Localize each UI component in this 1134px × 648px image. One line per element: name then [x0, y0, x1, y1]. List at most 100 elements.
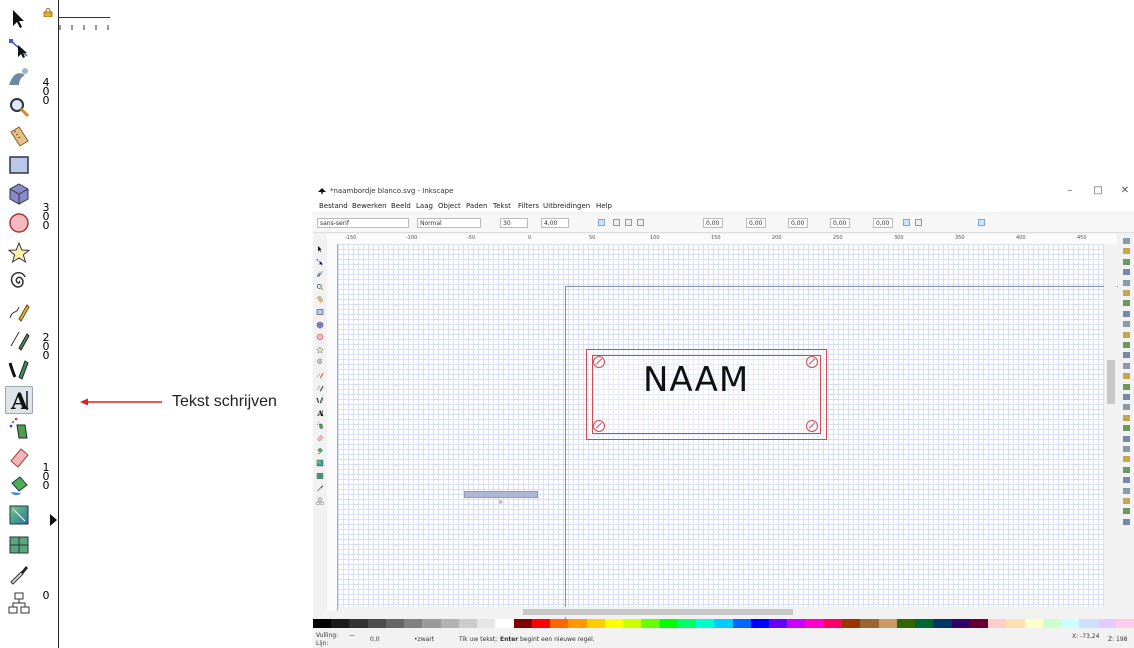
palette-swatch[interactable]	[404, 619, 423, 628]
menu-bestand[interactable]: Bestand	[319, 202, 348, 210]
small-eraser-tool-icon[interactable]	[316, 427, 324, 442]
palette-swatch[interactable]	[750, 619, 770, 628]
command-icon[interactable]	[1123, 300, 1130, 307]
toolbar-overflow-arrow-icon[interactable]	[50, 514, 57, 526]
rectangle-tool-icon[interactable]	[6, 152, 32, 178]
command-icon[interactable]	[1123, 477, 1130, 484]
horizontal-scrollbar-thumb[interactable]	[523, 609, 793, 615]
palette-swatch[interactable]	[458, 619, 478, 628]
pencil-tool-icon[interactable]	[6, 298, 32, 324]
small-pen-tool-icon[interactable]	[316, 377, 324, 392]
palette-swatch[interactable]	[641, 619, 661, 628]
palette-swatch[interactable]	[477, 619, 496, 628]
rotation-field[interactable]: 0,00	[873, 218, 893, 228]
command-icon[interactable]	[1123, 456, 1130, 463]
small-paint-bucket-tool-icon[interactable]	[316, 440, 324, 454]
small-spray-tool-icon[interactable]	[316, 414, 324, 429]
palette-swatch[interactable]	[933, 619, 953, 628]
command-icon[interactable]	[1123, 404, 1130, 411]
command-icon[interactable]	[1123, 446, 1130, 452]
paint-bucket-tool-icon[interactable]	[6, 473, 32, 499]
palette-swatch[interactable]	[586, 619, 606, 628]
palette-swatch[interactable]	[696, 619, 715, 628]
maximize-button[interactable]: □	[1093, 185, 1103, 196]
align-left-button[interactable]	[598, 219, 605, 226]
font-size-select[interactable]: 30	[500, 218, 528, 228]
opacity-field[interactable]: 0,0	[370, 636, 380, 643]
menu-help[interactable]: Help	[596, 202, 612, 210]
palette-swatch[interactable]	[988, 619, 1007, 628]
palette-swatch[interactable]	[896, 619, 916, 628]
text-tool-icon[interactable]: A	[5, 385, 33, 414]
palette-swatch[interactable]	[805, 619, 825, 628]
menu-laag[interactable]: Laag	[416, 202, 433, 210]
palette-swatch[interactable]	[623, 619, 642, 628]
small-mesh-tool-icon[interactable]	[316, 465, 324, 479]
command-icon[interactable]	[1123, 435, 1130, 442]
line-spacing-field[interactable]: 4,00	[541, 218, 569, 228]
writing-mode-button[interactable]	[978, 219, 985, 226]
nameplate-object[interactable]: NAAM	[586, 349, 827, 440]
ellipse-tool-icon[interactable]	[6, 210, 32, 236]
palette-swatch[interactable]	[550, 619, 569, 628]
command-icon[interactable]	[1123, 310, 1130, 317]
command-icon[interactable]	[1123, 269, 1130, 276]
layer-select[interactable]: •zwart	[414, 636, 435, 643]
vertical-scrollbar[interactable]	[1104, 244, 1117, 611]
palette-swatch[interactable]	[915, 619, 934, 628]
small-zoom-tool-icon[interactable]	[316, 276, 324, 291]
menu-object[interactable]: Object	[438, 202, 461, 210]
palette-swatch[interactable]	[769, 619, 788, 628]
palette-swatch[interactable]	[495, 619, 515, 628]
small-box3d-tool-icon[interactable]	[316, 314, 324, 329]
gradient-tool-icon[interactable]	[6, 502, 32, 528]
palette-swatch[interactable]	[714, 619, 734, 628]
pen-tool-icon[interactable]	[6, 327, 32, 353]
align-center-button[interactable]	[613, 219, 620, 226]
close-button[interactable]: ✕	[1120, 185, 1130, 196]
command-icon[interactable]	[1123, 279, 1130, 286]
palette-swatch[interactable]	[1115, 619, 1134, 628]
palette-swatch[interactable]	[951, 619, 971, 628]
command-icon[interactable]	[1123, 373, 1130, 380]
small-pencil-tool-icon[interactable]	[316, 364, 324, 379]
palette-swatch[interactable]	[1024, 619, 1044, 628]
minimize-button[interactable]: –	[1067, 185, 1073, 196]
small-tweak-tool-icon[interactable]	[316, 263, 324, 277]
lock-icon[interactable]	[43, 8, 53, 17]
menu-uitbreidingen[interactable]: Uitbreidingen	[543, 202, 591, 210]
small-node-tool-icon[interactable]	[316, 251, 324, 265]
command-icon[interactable]	[1123, 342, 1130, 348]
palette-swatch[interactable]	[513, 619, 533, 628]
small-dropper-tool-icon[interactable]	[316, 477, 324, 492]
small-star-tool-icon[interactable]	[316, 339, 324, 354]
palette-swatch[interactable]	[787, 619, 807, 628]
command-icon[interactable]	[1123, 238, 1130, 244]
menu-beeld[interactable]: Beeld	[391, 202, 411, 210]
palette-swatch[interactable]	[677, 619, 697, 628]
small-selector-tool-icon[interactable]	[316, 238, 324, 252]
command-icon[interactable]	[1123, 394, 1130, 400]
zoom-field[interactable]: Z: 198	[1108, 636, 1128, 643]
color-palette[interactable]	[313, 619, 1134, 628]
palette-swatch[interactable]	[878, 619, 898, 628]
palette-swatch[interactable]	[659, 619, 679, 628]
palette-swatch[interactable]	[1042, 619, 1062, 628]
palette-swatch[interactable]	[1097, 619, 1117, 628]
small-calligraphy-tool-icon[interactable]	[316, 389, 324, 404]
font-style-select[interactable]: Normal	[417, 218, 481, 228]
align-right-button[interactable]	[625, 219, 632, 226]
palette-swatch[interactable]	[440, 619, 460, 628]
command-icon[interactable]	[1123, 498, 1130, 504]
spiral-tool-icon[interactable]	[6, 269, 32, 295]
command-icon[interactable]	[1123, 414, 1130, 421]
small-gradient-tool-icon[interactable]	[316, 452, 324, 467]
palette-swatch[interactable]	[313, 619, 332, 628]
command-icon[interactable]	[1123, 321, 1130, 328]
small-spiral-tool-icon[interactable]	[316, 351, 324, 365]
small-ellipse-tool-icon[interactable]	[316, 326, 324, 341]
small-rectangle-tool-icon[interactable]	[316, 301, 324, 315]
vertical-scrollbar-thumb[interactable]	[1107, 360, 1115, 404]
command-icon[interactable]	[1123, 362, 1130, 369]
orientation-horizontal-button[interactable]	[903, 219, 910, 226]
